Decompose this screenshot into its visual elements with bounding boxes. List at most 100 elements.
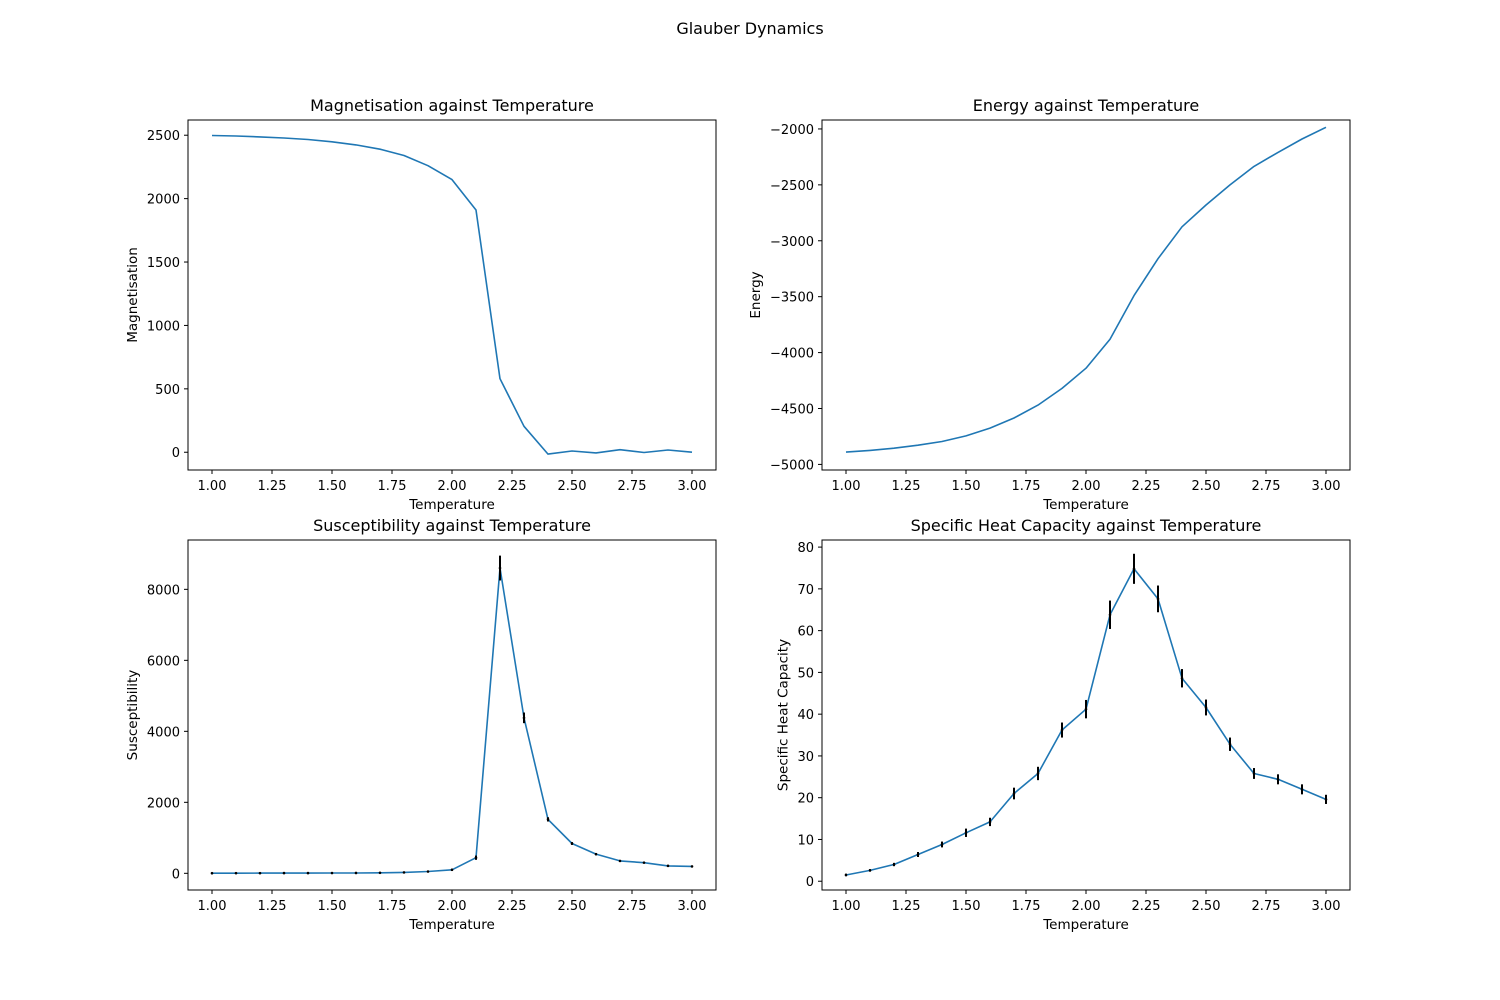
y-tick-label: 60	[797, 625, 814, 640]
y-tick-label: −2000	[770, 123, 814, 138]
data-point	[570, 842, 574, 845]
data-point	[868, 869, 872, 872]
data-point	[306, 871, 310, 875]
x-tick-label: 2.50	[1192, 899, 1221, 914]
x-tick-label: 2.25	[498, 479, 527, 494]
x-axis-label: Temperature	[1042, 497, 1129, 513]
data-point	[940, 843, 944, 846]
y-tick-label: 0	[172, 867, 180, 882]
y-tick-label: −3000	[770, 235, 814, 250]
x-tick-label: 2.75	[618, 899, 647, 914]
x-tick-label: 1.25	[258, 899, 287, 914]
y-axis-label: Susceptibility	[125, 670, 141, 761]
data-point	[892, 863, 896, 866]
x-tick-label: 1.50	[318, 479, 347, 494]
y-tick-label: 2000	[147, 193, 180, 208]
y-tick-label: 0	[172, 446, 180, 461]
data-point	[1180, 676, 1184, 680]
x-tick-label: 1.50	[952, 899, 981, 914]
subplot-title: Magnetisation against Temperature	[310, 96, 594, 115]
subplot-title: Energy against Temperature	[973, 96, 1200, 115]
x-tick-label: 1.75	[378, 479, 407, 494]
y-axis-label: Magnetisation	[125, 247, 141, 343]
y-tick-label: −4500	[770, 402, 814, 417]
data-point	[1108, 613, 1112, 617]
x-tick-label: 1.75	[1012, 899, 1041, 914]
data-point	[618, 859, 622, 863]
y-tick-label: 50	[797, 666, 814, 681]
y-tick-label: 0	[806, 875, 814, 890]
x-tick-label: 1.00	[832, 479, 861, 494]
subplot-title: Susceptibility against Temperature	[313, 516, 591, 535]
data-point	[474, 856, 478, 859]
data-point	[1228, 742, 1232, 746]
data-point	[1156, 597, 1160, 601]
data-point	[1300, 788, 1304, 791]
data-point	[1036, 772, 1040, 775]
x-tick-label: 1.00	[832, 899, 861, 914]
data-point	[1060, 728, 1064, 732]
series-line	[845, 126, 1327, 453]
data-point	[402, 871, 406, 874]
x-tick-label: 2.00	[1072, 479, 1101, 494]
x-tick-label: 2.25	[1132, 899, 1161, 914]
y-tick-label: 30	[797, 750, 814, 765]
y-tick-label: 2000	[147, 796, 180, 811]
y-tick-label: 500	[155, 383, 180, 398]
data-point	[964, 831, 968, 835]
x-tick-label: 1.50	[952, 479, 981, 494]
y-tick-label: 10	[797, 833, 814, 848]
y-tick-label: 20	[797, 792, 814, 807]
data-point	[522, 716, 526, 720]
x-tick-label: 1.00	[198, 899, 227, 914]
x-axis-label: Temperature	[408, 917, 495, 933]
data-point	[234, 871, 238, 875]
x-tick-label: 2.25	[1132, 479, 1161, 494]
y-tick-label: 6000	[147, 654, 180, 669]
data-point	[666, 864, 670, 868]
y-tick-label: 1000	[147, 319, 180, 334]
data-point	[1252, 772, 1256, 775]
y-tick-label: −5000	[770, 458, 814, 473]
x-axis-label: Temperature	[1042, 917, 1129, 933]
x-tick-label: 1.25	[258, 479, 287, 494]
data-point	[282, 871, 286, 875]
x-tick-label: 2.00	[438, 479, 467, 494]
data-point	[988, 820, 992, 824]
data-point	[450, 868, 454, 872]
x-tick-label: 3.00	[1312, 899, 1341, 914]
x-tick-label: 2.25	[498, 899, 527, 914]
data-point	[426, 870, 430, 873]
y-tick-label: 80	[797, 541, 814, 556]
y-tick-label: −2500	[770, 179, 814, 194]
y-tick-label: 8000	[147, 583, 180, 598]
data-point	[1276, 778, 1280, 781]
y-axis-label: Specific Heat Capacity	[775, 639, 791, 791]
x-tick-label: 1.75	[378, 899, 407, 914]
data-point	[1084, 707, 1088, 711]
data-point	[498, 566, 502, 570]
data-point	[546, 818, 550, 821]
x-tick-label: 1.50	[318, 899, 347, 914]
x-axis-label: Temperature	[408, 497, 495, 513]
data-point	[916, 853, 920, 856]
data-point	[1132, 567, 1136, 571]
data-point	[330, 871, 334, 875]
data-point	[594, 852, 598, 856]
data-point	[1324, 798, 1328, 801]
data-point	[210, 871, 214, 875]
subplot-energy: Energy against Temperature 1.00 1.25 1.50 1.…	[748, 96, 1351, 513]
x-tick-label: 1.75	[1012, 479, 1041, 494]
y-axis-label: Energy	[748, 271, 764, 318]
x-tick-label: 1.25	[892, 479, 921, 494]
x-tick-label: 1.00	[198, 479, 227, 494]
subplot-title: Specific Heat Capacity against Temperatu…	[911, 516, 1262, 535]
x-tick-label: 2.50	[558, 479, 587, 494]
subplot-specific-heat: Specific Heat Capacity against Temperatu…	[775, 516, 1351, 933]
x-tick-label: 2.75	[1252, 899, 1281, 914]
x-tick-label: 2.50	[1192, 479, 1221, 494]
data-point	[1012, 792, 1016, 795]
y-tick-label: 70	[797, 583, 814, 598]
x-tick-label: 2.50	[558, 899, 587, 914]
